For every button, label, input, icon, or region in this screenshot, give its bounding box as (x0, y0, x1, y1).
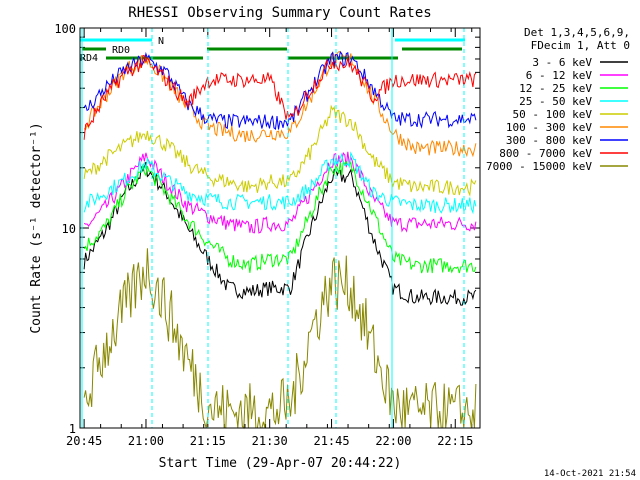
legend-label-0: 3 - 6 keV (532, 56, 592, 69)
legend-label-6: 300 - 800 keV (506, 134, 592, 147)
series-line-7 (83, 54, 477, 140)
legend-header-0: Det 1,3,4,5,6,9, (524, 26, 630, 39)
x-tick-label-2: 21:15 (190, 434, 226, 448)
legend-label-7: 800 - 7000 keV (499, 147, 592, 160)
series-line-2 (83, 159, 477, 274)
series-line-8 (83, 248, 477, 430)
y-tick-label-0: 1 (69, 422, 76, 436)
x-axis-label: Start Time (29-Apr-07 20:44:22) (159, 456, 402, 471)
series-lines (83, 50, 477, 430)
x-tick-label-4: 21:45 (313, 434, 349, 448)
y-tick-label-2: 100 (54, 22, 76, 36)
series-line-6 (83, 50, 477, 130)
flag-label-rd4: RD4 (80, 53, 98, 64)
footer-date: 14-Oct-2021 21:54 (544, 469, 636, 479)
flag-label-n: N (158, 36, 164, 47)
series-line-0 (83, 161, 477, 306)
legend-label-3: 25 - 50 keV (519, 95, 592, 108)
plot-frame (79, 27, 481, 429)
legend-label-1: 6 - 12 keV (526, 69, 593, 82)
legend-label-8: 7000 - 15000 keV (486, 160, 592, 173)
legend-label-2: 12 - 25 keV (519, 82, 592, 95)
flag-bars: N RD0 RD4 (80, 36, 465, 64)
x-tick-label-1: 21:00 (128, 434, 164, 448)
series-line-1 (83, 151, 477, 234)
x-tick-label-6: 22:15 (437, 434, 473, 448)
flag-label-rd0: RD0 (112, 45, 130, 56)
y-axis-label: Count Rate (s⁻¹ detector⁻¹) (29, 122, 44, 333)
x-tick-label-0: 20:45 (66, 434, 102, 448)
x-tick-label-3: 21:30 (252, 434, 288, 448)
legend-header-1: FDecim 1, Att 0 (531, 39, 630, 52)
legend-label-5: 100 - 300 keV (506, 121, 592, 134)
series-line-4 (83, 104, 477, 197)
x-axis-ticks: 20:45 21:00 21:15 21:30 21:45 22:00 22:15 (66, 28, 473, 448)
chart-title: RHESSI Observing Summary Count Rates (128, 5, 431, 21)
legend-label-4: 50 - 100 keV (513, 108, 593, 121)
x-tick-label-5: 22:00 (375, 434, 411, 448)
event-vertical-lines (81, 28, 465, 428)
y-axis-ticks: 1 10 100 (54, 22, 480, 436)
legend: Det 1,3,4,5,6,9,FDecim 1, Att 0 3 - 6 keV… (486, 26, 630, 173)
series-line-3 (83, 151, 477, 215)
y-tick-label-1: 10 (62, 222, 76, 236)
